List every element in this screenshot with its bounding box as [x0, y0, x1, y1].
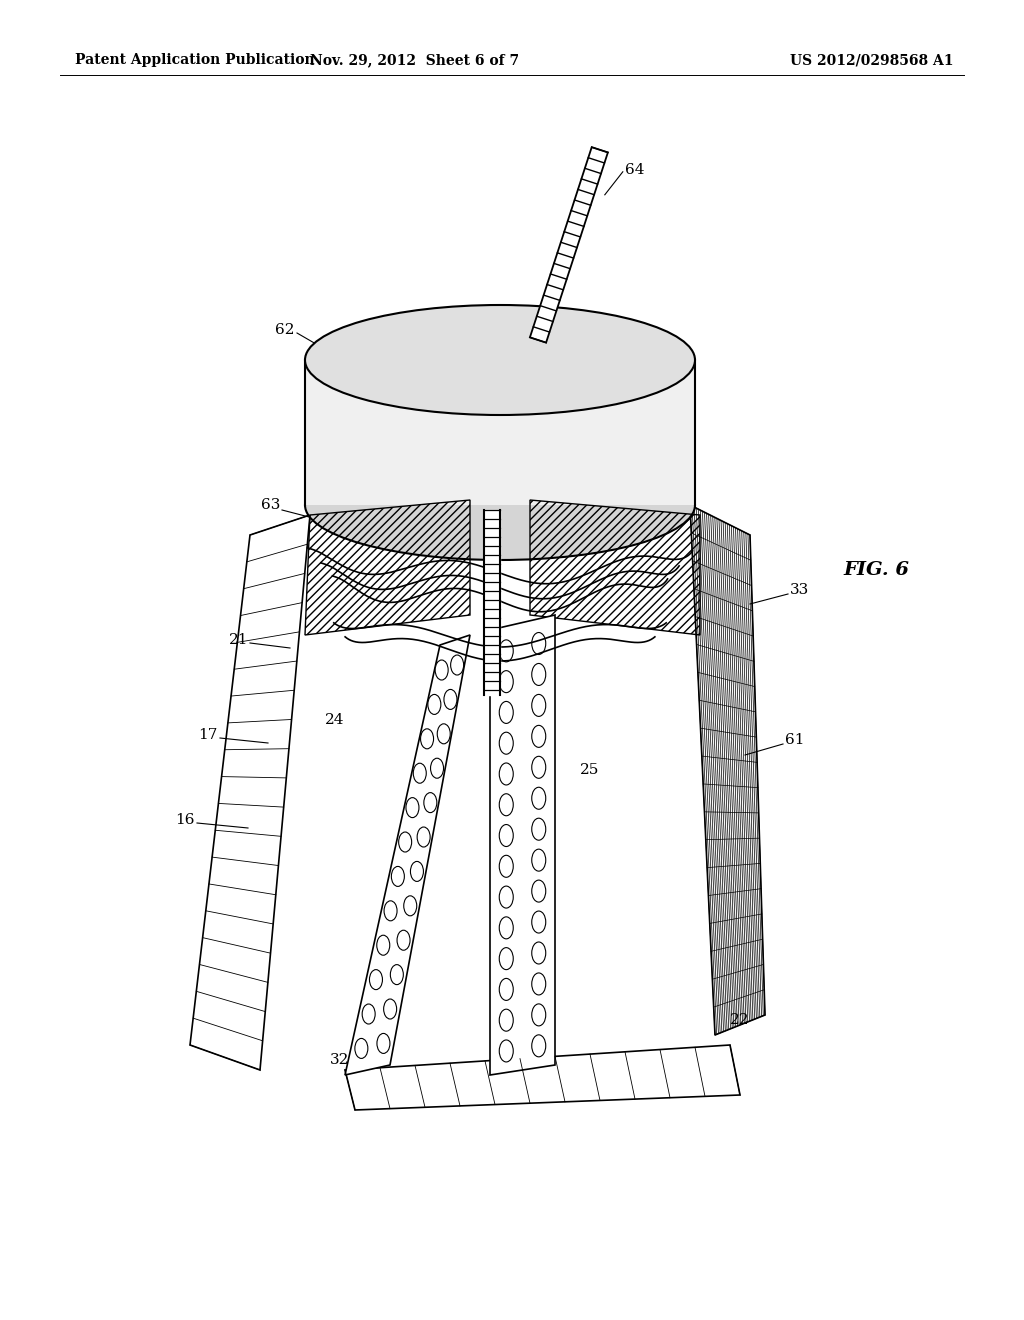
Ellipse shape — [531, 1035, 546, 1057]
Ellipse shape — [531, 632, 546, 655]
Ellipse shape — [377, 935, 390, 956]
Ellipse shape — [531, 849, 546, 871]
Ellipse shape — [391, 866, 404, 887]
Text: 24: 24 — [325, 713, 344, 727]
Polygon shape — [690, 506, 765, 1035]
Text: 22: 22 — [730, 1012, 750, 1027]
Polygon shape — [190, 515, 310, 1071]
Ellipse shape — [531, 756, 546, 779]
Ellipse shape — [305, 305, 695, 414]
Ellipse shape — [500, 948, 513, 970]
Text: US 2012/0298568 A1: US 2012/0298568 A1 — [790, 53, 953, 67]
Ellipse shape — [417, 828, 430, 847]
Ellipse shape — [406, 797, 419, 817]
Ellipse shape — [531, 911, 546, 933]
Ellipse shape — [421, 729, 433, 748]
Ellipse shape — [531, 694, 546, 717]
Ellipse shape — [531, 973, 546, 995]
Ellipse shape — [500, 855, 513, 878]
Ellipse shape — [531, 880, 546, 902]
Ellipse shape — [531, 942, 546, 964]
Ellipse shape — [444, 689, 457, 709]
Ellipse shape — [500, 886, 513, 908]
Ellipse shape — [500, 763, 513, 785]
Ellipse shape — [531, 1005, 546, 1026]
Text: 63: 63 — [261, 498, 280, 512]
Ellipse shape — [531, 818, 546, 841]
Text: 25: 25 — [580, 763, 599, 777]
Polygon shape — [345, 1045, 740, 1110]
Ellipse shape — [500, 793, 513, 816]
Ellipse shape — [390, 965, 403, 985]
Ellipse shape — [500, 671, 513, 693]
Polygon shape — [490, 615, 555, 1074]
Ellipse shape — [398, 832, 412, 851]
Ellipse shape — [377, 1034, 390, 1053]
Ellipse shape — [451, 655, 464, 675]
Ellipse shape — [500, 978, 513, 1001]
Ellipse shape — [500, 640, 513, 661]
Ellipse shape — [531, 787, 546, 809]
Ellipse shape — [424, 792, 437, 813]
Text: 33: 33 — [790, 583, 809, 597]
Polygon shape — [529, 147, 608, 343]
Ellipse shape — [430, 758, 443, 779]
Ellipse shape — [435, 660, 449, 680]
Ellipse shape — [428, 694, 441, 714]
Ellipse shape — [437, 723, 451, 743]
Text: Patent Application Publication: Patent Application Publication — [75, 53, 314, 67]
Ellipse shape — [531, 664, 546, 685]
Text: 21: 21 — [228, 634, 248, 647]
Ellipse shape — [500, 733, 513, 754]
Ellipse shape — [403, 896, 417, 916]
Ellipse shape — [384, 900, 397, 921]
Ellipse shape — [305, 450, 695, 560]
Text: 61: 61 — [785, 733, 805, 747]
Ellipse shape — [411, 862, 424, 882]
Ellipse shape — [500, 1010, 513, 1031]
Polygon shape — [345, 635, 470, 1074]
Ellipse shape — [362, 1005, 375, 1024]
Ellipse shape — [531, 726, 546, 747]
Ellipse shape — [500, 701, 513, 723]
Ellipse shape — [500, 825, 513, 846]
Text: 64: 64 — [625, 162, 644, 177]
Ellipse shape — [500, 1040, 513, 1063]
Ellipse shape — [355, 1039, 368, 1059]
Text: FIG. 6: FIG. 6 — [843, 561, 909, 579]
Text: 32: 32 — [331, 1053, 349, 1067]
Text: 62: 62 — [275, 323, 295, 337]
Text: 16: 16 — [175, 813, 195, 828]
Ellipse shape — [370, 970, 382, 990]
Polygon shape — [305, 360, 695, 506]
Ellipse shape — [397, 931, 410, 950]
Ellipse shape — [500, 917, 513, 939]
Text: 17: 17 — [199, 729, 218, 742]
Ellipse shape — [414, 763, 426, 783]
Ellipse shape — [384, 999, 396, 1019]
Text: Nov. 29, 2012  Sheet 6 of 7: Nov. 29, 2012 Sheet 6 of 7 — [310, 53, 519, 67]
